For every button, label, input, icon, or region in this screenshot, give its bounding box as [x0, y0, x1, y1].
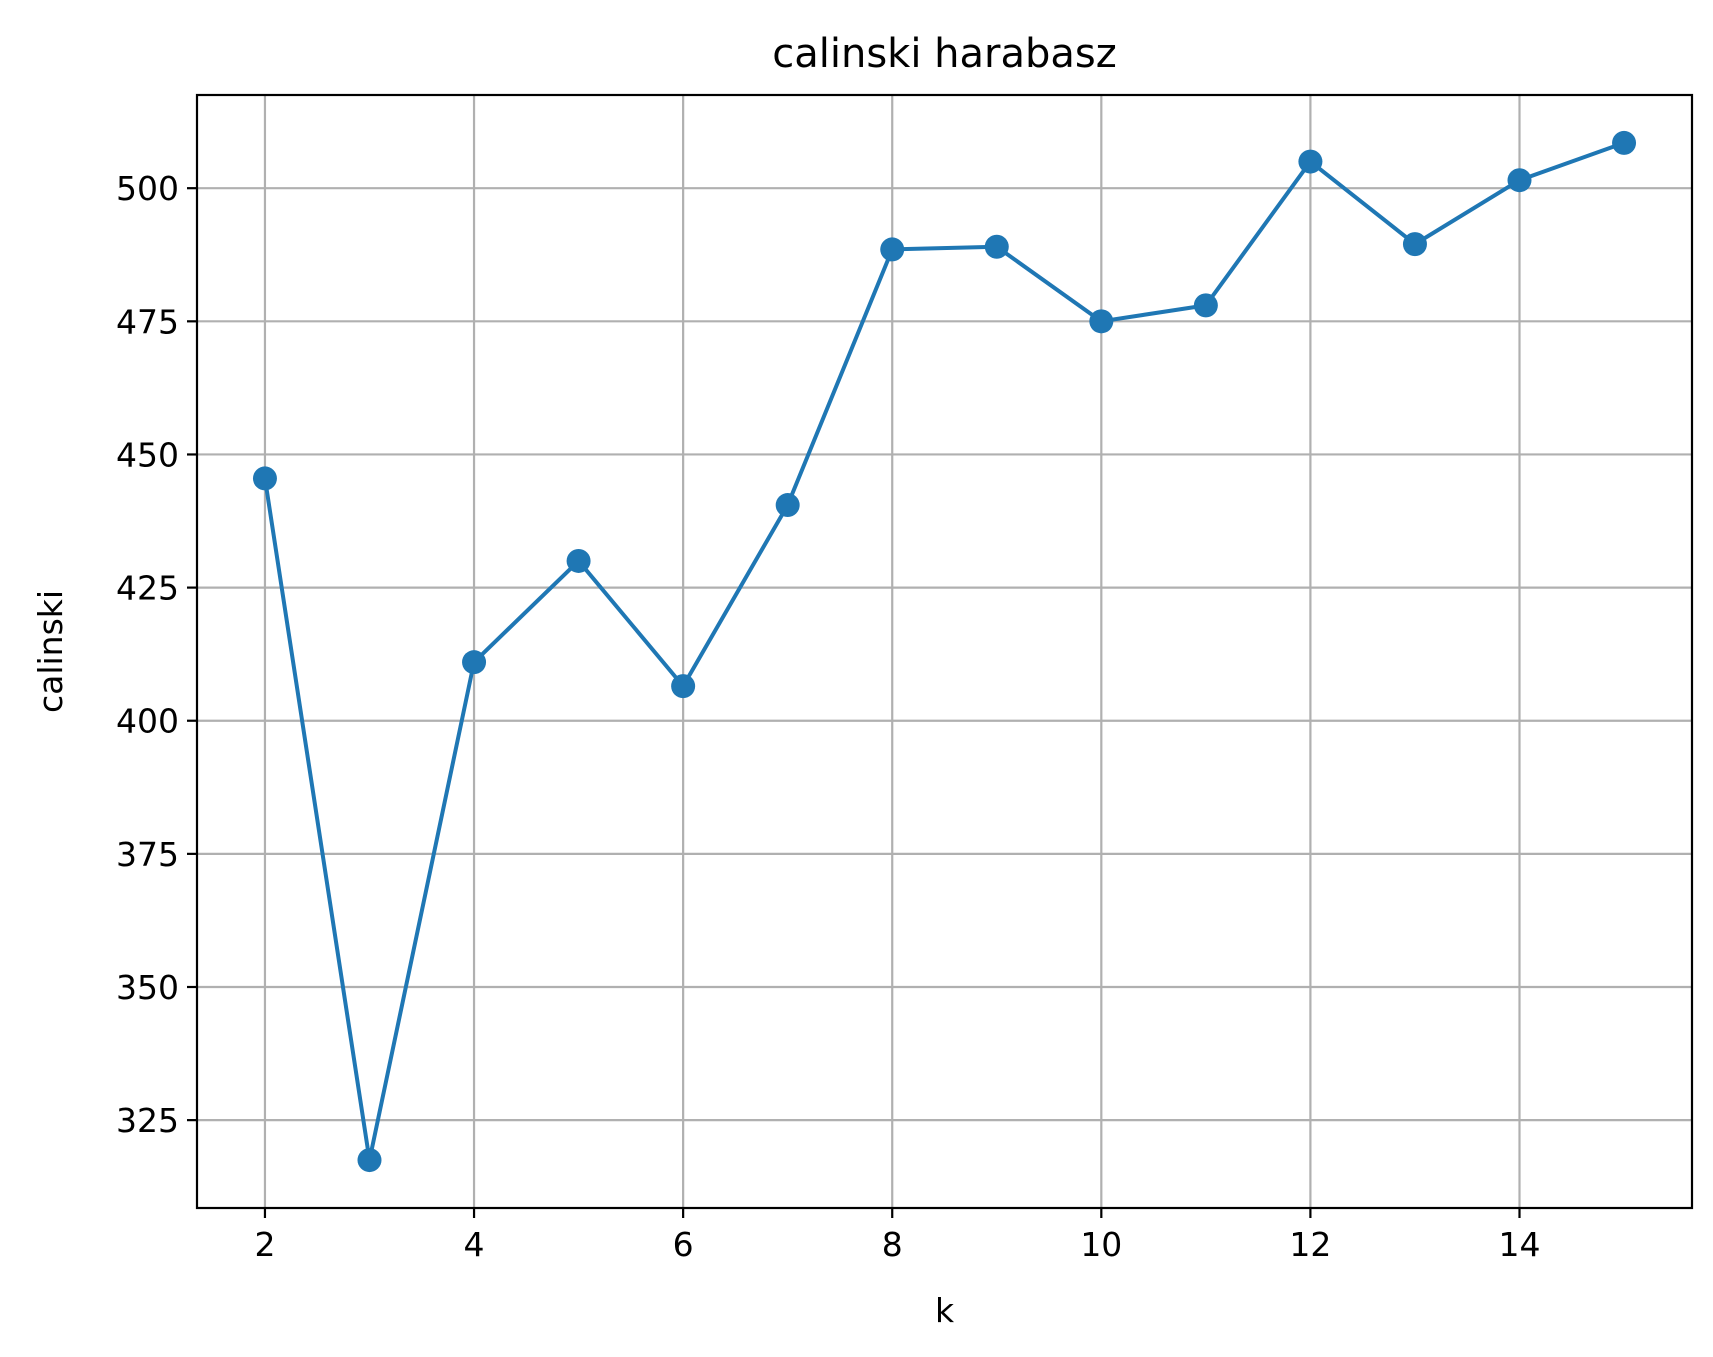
y-tick-label: 500 — [116, 169, 179, 208]
data-point — [357, 1148, 382, 1173]
data-point — [671, 674, 696, 699]
data-point — [1507, 168, 1532, 193]
y-tick-label: 450 — [116, 435, 179, 474]
x-tick-label: 4 — [464, 1225, 485, 1264]
data-point — [880, 237, 905, 262]
x-tick-label: 10 — [1080, 1225, 1122, 1264]
x-tick-label: 2 — [254, 1225, 275, 1264]
y-axis-label: calinski — [31, 590, 70, 713]
chart-title: calinski harabasz — [772, 31, 1116, 77]
x-tick-label: 8 — [882, 1225, 903, 1264]
y-tick-label: 375 — [116, 835, 179, 874]
y-tick-label: 425 — [116, 569, 179, 608]
data-point — [462, 650, 487, 675]
x-axis-label: k — [935, 1291, 955, 1330]
series-line — [262, 141, 1625, 1163]
y-tick-label: 400 — [116, 702, 179, 741]
grid-lines — [197, 95, 1692, 1208]
y-tick-label: 325 — [116, 1101, 179, 1140]
data-point — [1193, 293, 1218, 318]
x-tick-label: 12 — [1289, 1225, 1331, 1264]
series-layer — [252, 130, 1637, 1173]
y-tick-label: 475 — [116, 302, 179, 341]
x-tick-label: 14 — [1499, 1225, 1541, 1264]
data-point — [566, 548, 591, 573]
x-tick-label: 6 — [673, 1225, 694, 1264]
data-point — [1298, 149, 1323, 174]
data-point — [252, 466, 277, 491]
y-tick-label: 350 — [116, 968, 179, 1007]
data-point — [1089, 309, 1114, 334]
data-point — [984, 234, 1009, 259]
data-point — [1402, 232, 1427, 257]
data-point — [1612, 130, 1637, 155]
data-point — [775, 493, 800, 518]
plot-frame — [195, 93, 1694, 1210]
axis-ticks: 2 4 6 8 10 12 14 325 350 375 400 425 450 475 500 — [116, 169, 1541, 1264]
